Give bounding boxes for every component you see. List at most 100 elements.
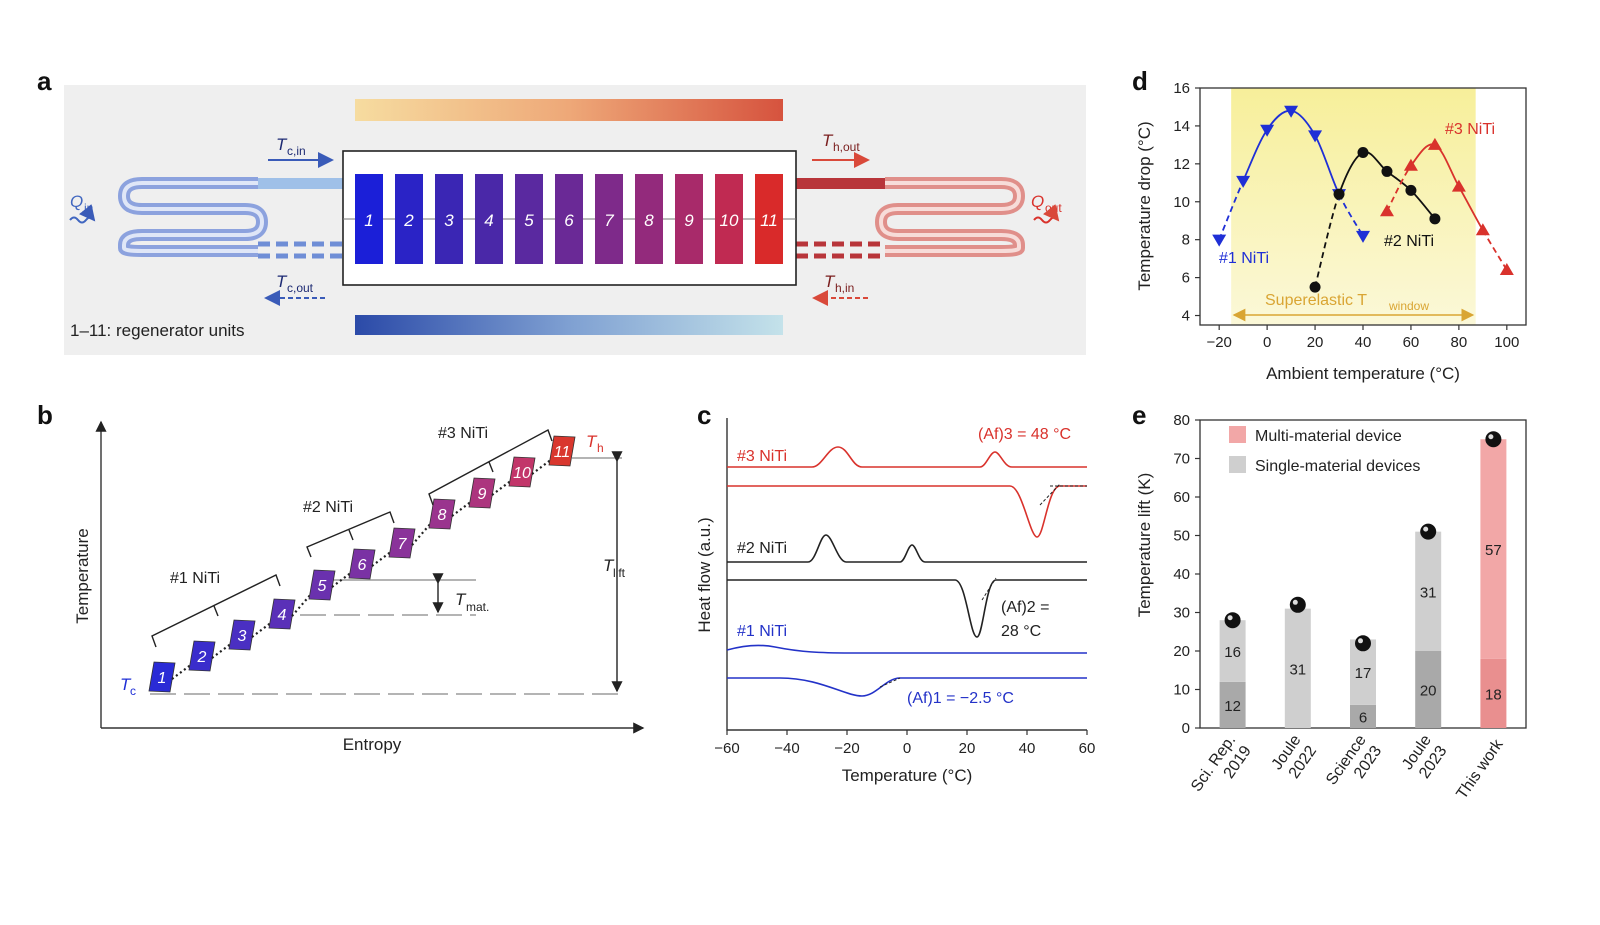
e-y-tick-label: 50	[1173, 528, 1190, 545]
ts-connector	[211, 642, 233, 659]
e-bar-bottom-label: 6	[1359, 709, 1367, 726]
c-x-tick-label: −40	[774, 740, 799, 757]
b-x-axis-label: Entropy	[343, 735, 402, 754]
e-bar-top-label: 57	[1485, 542, 1502, 559]
regenerator-unit-number: 10	[720, 211, 739, 230]
d-point	[1403, 158, 1418, 171]
e-category-label: Science2023	[1323, 732, 1385, 799]
e-bars: 12 16 Sci. Rep.2019 31 Joule2022 6 17 Science20…	[1188, 431, 1507, 803]
e-total-marker	[1420, 523, 1437, 540]
svg-text:h,out: h,out	[833, 140, 860, 154]
ts-unit	[468, 477, 496, 509]
svg-text:Superelastic T: Superelastic T	[1265, 292, 1367, 309]
bracket-2	[306, 511, 395, 558]
d-y-tick-label: 14	[1173, 118, 1190, 135]
c-x-tick-label: 40	[1019, 740, 1036, 757]
ts-connector	[491, 479, 513, 496]
panel-a-label: a	[37, 66, 52, 96]
ts-unit-number: 11	[554, 444, 571, 461]
e-bar-top	[1480, 439, 1507, 659]
th-label: T h	[586, 432, 604, 455]
ts-unit-number: 4	[278, 607, 287, 624]
svg-text:T: T	[120, 675, 132, 694]
e-category-label: Joule2023	[1399, 732, 1450, 784]
c-af2-annotation-1: (Af)2 =	[1001, 599, 1049, 616]
bracket-1	[151, 574, 281, 648]
regenerator-unit	[635, 174, 663, 264]
e-bar-top	[1284, 608, 1311, 728]
regenerator-unit	[555, 174, 583, 264]
d-point	[1260, 124, 1275, 137]
ts-unit-number: 3	[238, 628, 247, 645]
d-point	[1236, 175, 1251, 188]
e-bar-top-label: 16	[1224, 644, 1241, 661]
d-y-tick-label: 4	[1182, 308, 1190, 325]
c-series-1-label: #1 NiTi	[737, 623, 787, 640]
d-series-line	[1482, 229, 1508, 271]
cold-heat-exchanger	[117, 177, 343, 259]
regenerator-unit-number: 8	[644, 211, 654, 230]
q-in-label: Q in	[69, 192, 96, 224]
d-x-axis-label: Ambient temperature (°C)	[1266, 364, 1460, 383]
tlift-label: T lift	[603, 556, 626, 580]
ts-connector	[251, 621, 273, 638]
legend-multi-label: Multi-material device	[1255, 428, 1402, 445]
ts-unit-number: 9	[478, 486, 487, 503]
e-y-tick-label: 30	[1173, 605, 1190, 622]
c-x-axis-label: Temperature (°C)	[842, 766, 973, 785]
tc-out-label: T c,out	[264, 272, 325, 306]
d-point	[1212, 234, 1227, 247]
c-x-tick-label: 0	[903, 740, 911, 757]
d-y-axis-label: Temperature drop (°C)	[1135, 121, 1154, 290]
e-bar-bottom-label: 12	[1224, 698, 1241, 715]
svg-text:T: T	[276, 272, 288, 291]
d-series-2-label: #2 NiTi	[1384, 233, 1434, 250]
svg-text:T: T	[276, 135, 288, 154]
c-af1-annotation: (Af)1 = −2.5 °C	[907, 690, 1014, 707]
e-total-marker-highlight	[1488, 434, 1494, 440]
panel-e: e 0 10 20 30 40 50 60 70 80 12 16 Sci. Rep.2019 31 J…	[1132, 400, 1527, 803]
d-point	[1429, 213, 1441, 225]
ts-connector	[171, 663, 193, 680]
regenerator-unit-number: 4	[484, 211, 493, 230]
c-series-2-label: #2 NiTi	[737, 540, 787, 557]
ts-unit-number: 6	[358, 557, 367, 574]
d-axis-ticks: −20 0 20 40 60 80 100 4 6 8 10 12 14 16	[1173, 80, 1519, 351]
svg-text:c: c	[130, 684, 136, 698]
d-y-tick-label: 10	[1173, 194, 1190, 211]
e-category-label: Joule2022	[1269, 732, 1320, 784]
regenerator-unit-number: 2	[403, 211, 414, 230]
e-y-tick-label: 80	[1173, 412, 1190, 429]
curve-1-heating	[727, 677, 1087, 697]
d-point	[1357, 146, 1369, 158]
d-x-tick-label: 20	[1307, 334, 1324, 351]
bracket-3	[428, 429, 553, 506]
svg-text:out: out	[1045, 201, 1062, 215]
ts-unit	[228, 619, 256, 651]
e-bar-bottom	[1219, 681, 1246, 728]
hot-gradient-bar	[355, 99, 783, 121]
ts-unit	[188, 640, 216, 672]
th-out-label: T h,out	[812, 131, 870, 168]
svg-text:Q: Q	[1031, 192, 1044, 211]
panel-c-label: c	[697, 400, 711, 430]
svg-text:c,out: c,out	[287, 281, 314, 295]
d-x-tick-label: 0	[1263, 334, 1271, 351]
ts-unit	[548, 435, 576, 467]
d-point	[1333, 188, 1345, 200]
tmat-label: T mat.	[455, 590, 489, 614]
q-out-label: Q out	[1031, 192, 1062, 224]
c-series-3-label: #3 NiTi	[737, 448, 787, 465]
cold-gradient-bar	[355, 315, 783, 335]
e-y-tick-label: 70	[1173, 451, 1190, 468]
legend-single-swatch	[1229, 456, 1246, 473]
ts-unit-number: 7	[398, 536, 408, 553]
regenerator-unit-number: 1	[364, 211, 373, 230]
svg-text:T: T	[455, 590, 467, 609]
d-y-tick-label: 16	[1173, 80, 1190, 97]
e-category-label: This work	[1453, 736, 1507, 803]
curve-3-heating	[727, 485, 1087, 538]
e-bar-top	[1219, 620, 1246, 682]
ts-unit-number: 10	[513, 465, 531, 482]
c-y-axis-label: Heat flow (a.u.)	[695, 517, 714, 632]
